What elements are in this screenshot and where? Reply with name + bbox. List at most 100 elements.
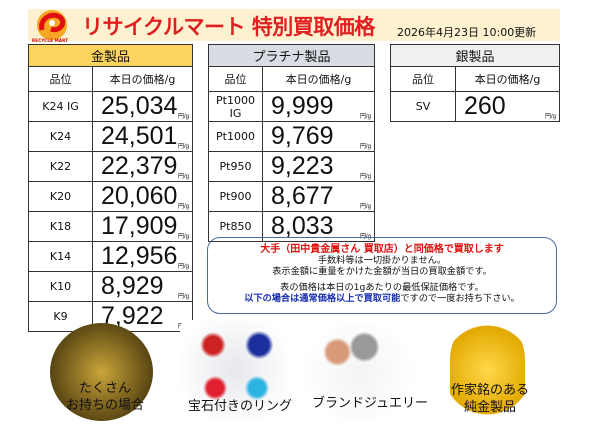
table-row: K24 IG 25,034 円/g [28,91,193,122]
unit-label: 円/g [177,234,189,240]
grade-cell: Pt900 [208,181,263,212]
table-row: Pt950 9,223 円/g [208,151,375,182]
price-cell: 12,956 円/g [92,241,193,272]
price-value: 25,034 [101,92,178,120]
column-header: 本日の価格/g [455,66,560,92]
table-title: 銀製品 [390,44,560,67]
grade-cell: K20 [28,181,93,212]
table-title: 金製品 [28,44,193,67]
price-value: 260 [464,92,506,120]
notice-box: 大手（田中貴金属さん 買取店）と同価格で買取します 手数料等は一切掛かりません。… [207,237,557,314]
unit-label: 円/g [177,294,189,300]
unit-label: 円/g [177,204,189,210]
grade-cell: K22 [28,151,93,182]
notice-highlight: 以下の場合は通常価格以上で買取可能 [244,293,401,304]
price-cell: 8,677 円/g [262,181,375,212]
price-value: 12,956 [101,242,178,270]
notice-headline: 大手（田中貴金属さん 買取店）と同価格で買取します [260,244,504,255]
unit-label: 円/g [177,114,189,120]
grade-cell: Pt1000 [208,121,263,152]
grade-cell: K10 [28,271,93,302]
caption-line: たくさん [78,381,131,396]
table-row: K14 12,956 円/g [28,241,193,272]
price-cell: 24,501 円/g [92,121,193,152]
price-value: 24,501 [101,122,178,150]
caption-line: お持ちの場合 [65,398,144,413]
brand-jewelry-image [305,322,413,422]
table-row: K18 17,909 円/g [28,211,193,242]
price-value: 17,909 [101,212,178,240]
table-row: Pt900 8,677 円/g [208,181,375,212]
updated-timestamp: 2026年4月23日 10:00更新 [397,26,537,39]
price-cell: 9,999 円/g [262,91,375,122]
table-row: SV 260 円/g [390,91,560,122]
header-bar [28,9,560,41]
logo-text: RECYCLE MART [32,38,69,43]
price-cell: 17,909 円/g [92,211,193,242]
price-value: 9,223 [271,152,334,180]
gemstone-rings-image [180,320,290,420]
feature-caption: たくさんお持ちの場合 [50,380,160,414]
grade-cell: K14 [28,241,93,272]
caption-line: 純金製品 [463,400,516,415]
price-cell: 260 円/g [455,91,560,122]
price-cell: 9,769 円/g [262,121,375,152]
grade-cell: K18 [28,211,93,242]
price-value: 20,060 [101,182,178,210]
price-cell: 8,033 円/g [262,211,375,242]
price-value: 8,033 [271,212,334,240]
column-header: 品位 [390,66,456,92]
unit-label: 円/g [359,144,371,150]
pure-gold-artwork-image [450,320,525,420]
price-cell: 8,929 円/g [92,271,193,302]
feature-caption: 宝石付きのリング [187,399,292,414]
price-value: 8,929 [101,272,164,300]
table-row: K22 22,379 円/g [28,151,193,182]
gold-price-table: 金製品 品位 本日の価格/g K24 IG 25,034 円/g K24 24,501 円/… [28,44,193,332]
unit-label: 円/g [177,144,189,150]
grade-cell: Pt850 [208,211,263,242]
feature-caption: ブランドジュエリー [311,396,429,411]
table-row: Pt1000 9,769 円/g [208,121,375,152]
notice-text: 表の価格は本日の1gあたりの最低保証価格です。 [280,282,484,293]
grade-cell: K24 [28,121,93,152]
silver-price-table: 銀製品 品位 本日の価格/g SV 260 円/g [390,44,560,122]
unit-label: 円/g [359,204,371,210]
notice-text: 表示金額に重量をかけた金額が当日の買取金額です。 [272,266,492,277]
notice-text-rest: ですので一度お持ち下さい。 [400,293,520,304]
table-title: プラチナ製品 [208,44,375,67]
gold-jewelry-pile-image [50,323,153,421]
price-cell: 25,034 円/g [92,91,193,122]
grade-cell: Pt950 [208,151,263,182]
column-header: 本日の価格/g [262,66,375,92]
table-row: K24 24,501 円/g [28,121,193,152]
recycle-mart-logo [37,10,67,40]
grade-cell: SV [390,91,456,122]
table-row: Pt1000 IG 9,999 円/g [208,91,375,122]
price-cell: 9,223 円/g [262,151,375,182]
notice-text: 手数料等は一切掛かりません。 [317,255,447,266]
price-cell: 20,060 円/g [92,181,193,212]
price-value: 9,999 [271,92,334,120]
grade-cell: K24 IG [28,91,93,122]
unit-label: 円/g [177,264,189,270]
table-row: Pt850 8,033 円/g [208,211,375,242]
column-header: 本日の価格/g [92,66,193,92]
price-value: 22,379 [101,152,178,180]
unit-label: 円/g [359,174,371,180]
table-row: K20 20,060 円/g [28,181,193,212]
notice-text: 以下の場合は通常価格以上で買取可能ですので一度お持ち下さい。 [208,293,556,304]
table-row: K10 8,929 円/g [28,271,193,302]
feature-caption: 作家銘のある 純金製品 [440,382,540,416]
unit-label: 円/g [544,114,556,120]
column-header: 品位 [208,66,263,92]
page-title: リサイクルマート 特別買取価格 [82,15,375,39]
price-cell: 22,379 円/g [92,151,193,182]
caption-line: 作家銘のある [450,383,529,398]
grade-cell: Pt1000 IG [208,91,263,122]
unit-label: 円/g [359,114,371,120]
platinum-price-table: プラチナ製品 品位 本日の価格/g Pt1000 IG 9,999 円/g Pt1000… [208,44,375,242]
price-value: 8,677 [271,182,334,210]
price-value: 9,769 [271,122,334,150]
column-header: 品位 [28,66,93,92]
